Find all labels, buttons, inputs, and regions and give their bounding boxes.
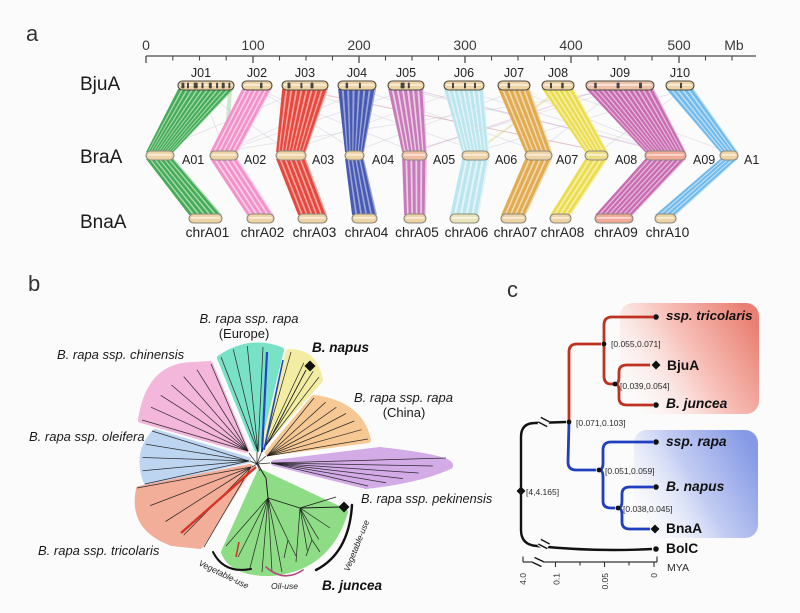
svg-text:BjuA: BjuA — [80, 74, 120, 95]
svg-text:B. rapa ssp. rapa: B. rapa ssp. rapa — [354, 390, 453, 405]
svg-text:MYA: MYA — [667, 562, 689, 574]
svg-text:chrA04: chrA04 — [345, 225, 389, 240]
svg-text:A04: A04 — [372, 153, 394, 167]
svg-text:B. rapa ssp. pekinensis: B. rapa ssp. pekinensis — [361, 492, 493, 506]
svg-text:[0.051,0.059]: [0.051,0.059] — [605, 466, 655, 476]
svg-text:A05: A05 — [433, 153, 455, 167]
svg-text:A06: A06 — [495, 153, 517, 167]
svg-text:J04: J04 — [347, 66, 367, 80]
svg-text:chrA09: chrA09 — [594, 225, 638, 240]
svg-text:chrA10: chrA10 — [646, 225, 690, 240]
svg-text:J03: J03 — [295, 66, 315, 80]
svg-text:BraA: BraA — [80, 147, 123, 168]
svg-text:A08: A08 — [615, 153, 637, 167]
svg-text:0: 0 — [649, 573, 659, 578]
svg-text:ssp. tricolaris: ssp. tricolaris — [666, 308, 752, 323]
svg-text:a: a — [26, 21, 39, 46]
svg-text:B. juncea: B. juncea — [666, 396, 728, 411]
svg-text:A03: A03 — [312, 153, 334, 167]
svg-text:[4,4.165]: [4,4.165] — [526, 487, 559, 497]
svg-text:J07: J07 — [504, 66, 524, 80]
svg-text:300: 300 — [453, 37, 477, 53]
svg-text:(Europe): (Europe) — [219, 326, 270, 341]
svg-text:[0.038,0.045]: [0.038,0.045] — [623, 504, 673, 514]
svg-text:B. rapa ssp. rapa: B. rapa ssp. rapa — [200, 311, 299, 326]
svg-text:chrA08: chrA08 — [541, 225, 585, 240]
svg-text:J05: J05 — [396, 66, 416, 80]
svg-text:0.05: 0.05 — [600, 573, 610, 590]
svg-text:J08: J08 — [548, 66, 568, 80]
svg-text:A07: A07 — [556, 153, 578, 167]
svg-text:B. rapa ssp. chinensis: B. rapa ssp. chinensis — [57, 347, 185, 362]
svg-text:chrA03: chrA03 — [293, 225, 337, 240]
svg-text:200: 200 — [347, 37, 371, 53]
svg-text:J01: J01 — [191, 66, 211, 80]
svg-text:J06: J06 — [454, 66, 474, 80]
svg-text:b: b — [28, 271, 40, 296]
svg-text:J02: J02 — [247, 66, 267, 80]
svg-text:BjuA: BjuA — [667, 358, 699, 373]
svg-text:chrA05: chrA05 — [395, 225, 439, 240]
svg-text:B. juncea: B. juncea — [322, 578, 383, 593]
svg-text:B. napus: B. napus — [312, 340, 369, 355]
svg-text:BolC: BolC — [666, 541, 698, 556]
svg-text:B. rapa ssp. tricolaris: B. rapa ssp. tricolaris — [38, 543, 160, 558]
svg-text:J09: J09 — [610, 66, 630, 80]
svg-text:A01: A01 — [182, 153, 204, 167]
svg-text:[0.039,0.054]: [0.039,0.054] — [620, 381, 670, 391]
svg-text:[0.055,0.071]: [0.055,0.071] — [611, 339, 661, 349]
svg-text:chrA06: chrA06 — [445, 225, 489, 240]
svg-text:(China): (China) — [383, 405, 426, 420]
svg-text:400: 400 — [559, 37, 583, 53]
svg-text:100: 100 — [241, 37, 265, 53]
svg-text:B. rapa ssp. oleifera: B. rapa ssp. oleifera — [29, 429, 145, 444]
svg-text:B. napus: B. napus — [666, 479, 725, 494]
svg-text:500: 500 — [667, 37, 691, 53]
svg-text:A1: A1 — [744, 153, 759, 167]
svg-text:chrA01: chrA01 — [186, 225, 230, 240]
svg-text:ssp. rapa: ssp. rapa — [666, 434, 727, 449]
svg-text:c: c — [507, 277, 518, 302]
svg-text:Oil-use: Oil-use — [271, 581, 298, 591]
svg-text:A09: A09 — [693, 153, 715, 167]
svg-text:0: 0 — [142, 37, 150, 53]
svg-text:J10: J10 — [670, 66, 690, 80]
svg-text:BnaA: BnaA — [80, 212, 127, 233]
svg-text:A02: A02 — [244, 153, 266, 167]
svg-text:Mb: Mb — [724, 37, 744, 53]
svg-text:chrA07: chrA07 — [494, 225, 538, 240]
svg-text:chrA02: chrA02 — [241, 225, 285, 240]
svg-text:[0.071,0.103]: [0.071,0.103] — [576, 418, 626, 428]
svg-text:BnaA: BnaA — [666, 521, 702, 536]
svg-text:0.1: 0.1 — [552, 573, 562, 585]
svg-text:4.0: 4.0 — [518, 573, 528, 585]
